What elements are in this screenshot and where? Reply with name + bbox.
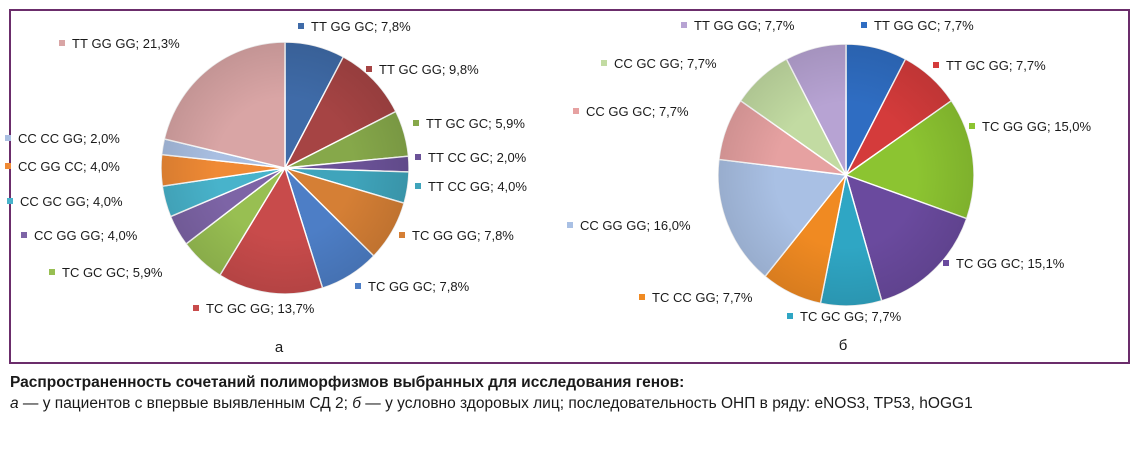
legend-swatch-тс-cc-gg: [639, 294, 645, 300]
legend-swatch-тс-gg-gc: [943, 260, 949, 266]
data-label-тс-cc-gg: ТС CC GG; 7,7%: [652, 290, 753, 305]
legend-swatch-cc-gg-gg: [21, 232, 27, 238]
data-label-тс-gg-gc: ТС GG GC; 7,8%: [368, 279, 470, 294]
caption-b-text: — у условно здоровых лиц; последовательн…: [360, 395, 973, 412]
legend-swatch-cc-gc-gg: [601, 60, 607, 66]
legend-swatch-тт-gc-gg: [933, 62, 939, 68]
legend-swatch-тс-gg-gc: [355, 283, 361, 289]
legend-swatch-тс-gg-gg: [399, 232, 405, 238]
data-label-тт-cc-gc: ТТ CC GC; 2,0%: [428, 150, 527, 165]
data-label-тт-gg-gg: ТТ GG GG; 7,7%: [694, 18, 795, 33]
legend-swatch-тт-gg-gg: [681, 22, 687, 28]
data-label-тт-gg-gg: ТТ GG GG; 21,3%: [72, 36, 180, 51]
legend-swatch-тт-cc-gc: [415, 154, 421, 160]
caption-title: Распространенность сочетаний полиморфизм…: [10, 374, 685, 391]
data-label-тт-gc-gg: ТТ GC GG; 9,8%: [379, 62, 479, 77]
data-label-тт-gc-gc: ТТ GC GC; 5,9%: [426, 116, 525, 131]
data-label-тт-gg-gc: ТТ GG GC; 7,7%: [874, 18, 974, 33]
legend-swatch-тт-gg-gc: [298, 23, 304, 29]
data-label-cc-gg-gg: CC GG GG; 16,0%: [580, 218, 691, 233]
legend-swatch-cc-gg-gg: [567, 222, 573, 228]
caption-b-letter: б: [352, 395, 361, 412]
data-label-cc-gg-gc: CC GG GC; 7,7%: [586, 104, 689, 119]
data-label-тс-gc-gg: ТС GC GG; 7,7%: [800, 309, 902, 324]
data-label-тс-gg-gg: ТС GG GG; 7,8%: [412, 228, 514, 243]
caption-body: а — у пациентов с впервые выявленным СД …: [10, 393, 1130, 414]
data-label-cc-cc-gg: CC CC GG; 2,0%: [18, 131, 120, 146]
legend-swatch-тт-gc-gg: [366, 66, 372, 72]
legend-swatch-cc-gg-cc: [5, 163, 11, 169]
legend-swatch-тс-gc-gg: [193, 305, 199, 311]
data-label-тс-gg-gc: ТС GG GC; 15,1%: [956, 256, 1065, 271]
data-label-тс-gc-gg: ТС GC GG; 13,7%: [206, 301, 315, 316]
legend-swatch-тс-gc-gg: [787, 313, 793, 319]
legend-swatch-cc-cc-gg: [5, 135, 11, 141]
data-label-тт-cc-gg: ТТ CC GG; 4,0%: [428, 179, 527, 194]
caption-a-letter: а: [10, 395, 19, 412]
data-label-cc-gc-gg: CC GC GG; 4,0%: [20, 194, 123, 209]
legend-swatch-тт-cc-gg: [415, 183, 421, 189]
legend-swatch-cc-gg-gc: [573, 108, 579, 114]
data-label-тт-gg-gc: ТТ GG GC; 7,8%: [311, 19, 411, 34]
figure-caption: Распространенность сочетаний полиморфизм…: [10, 372, 1130, 414]
pie-chart-a: ТТ GG GC; 7,8% ТТ GC GG; 9,8% ТТ GC GC; 5,…: [5, 19, 527, 316]
data-label-тс-gg-gg: ТС GG GG; 15,0%: [982, 119, 1092, 134]
data-label-cc-gg-gg: CC GG GG; 4,0%: [34, 228, 138, 243]
data-label-тс-gc-gc: ТС GC GC; 5,9%: [62, 265, 163, 280]
data-label-cc-gc-gg: CC GC GG; 7,7%: [614, 56, 717, 71]
data-label-cc-gg-cc: CC GG CC; 4,0%: [18, 159, 120, 174]
chart-b-subtitle: б: [839, 337, 848, 354]
caption-a-text: — у пациентов с впервые выявленным СД 2;: [18, 395, 353, 412]
legend-swatch-тс-gg-gg: [969, 123, 975, 129]
legend-swatch-тт-gc-gc: [413, 120, 419, 126]
chart-a-subtitle: а: [275, 339, 284, 356]
legend-swatch-тс-gc-gc: [49, 269, 55, 275]
legend-swatch-cc-gc-gg: [7, 198, 13, 204]
pie-charts: ТТ GG GC; 7,8% ТТ GC GG; 9,8% ТТ GC GC; 5,…: [5, 18, 1092, 356]
legend-swatch-тт-gg-gc: [861, 22, 867, 28]
legend-swatch-тт-gg-gg: [59, 40, 65, 46]
pie-chart-b: ТТ GG GC; 7,7% ТТ GC GG; 7,7% ТС GG GG; 15…: [567, 18, 1092, 324]
data-label-тт-gc-gg: ТТ GC GG; 7,7%: [946, 58, 1046, 73]
